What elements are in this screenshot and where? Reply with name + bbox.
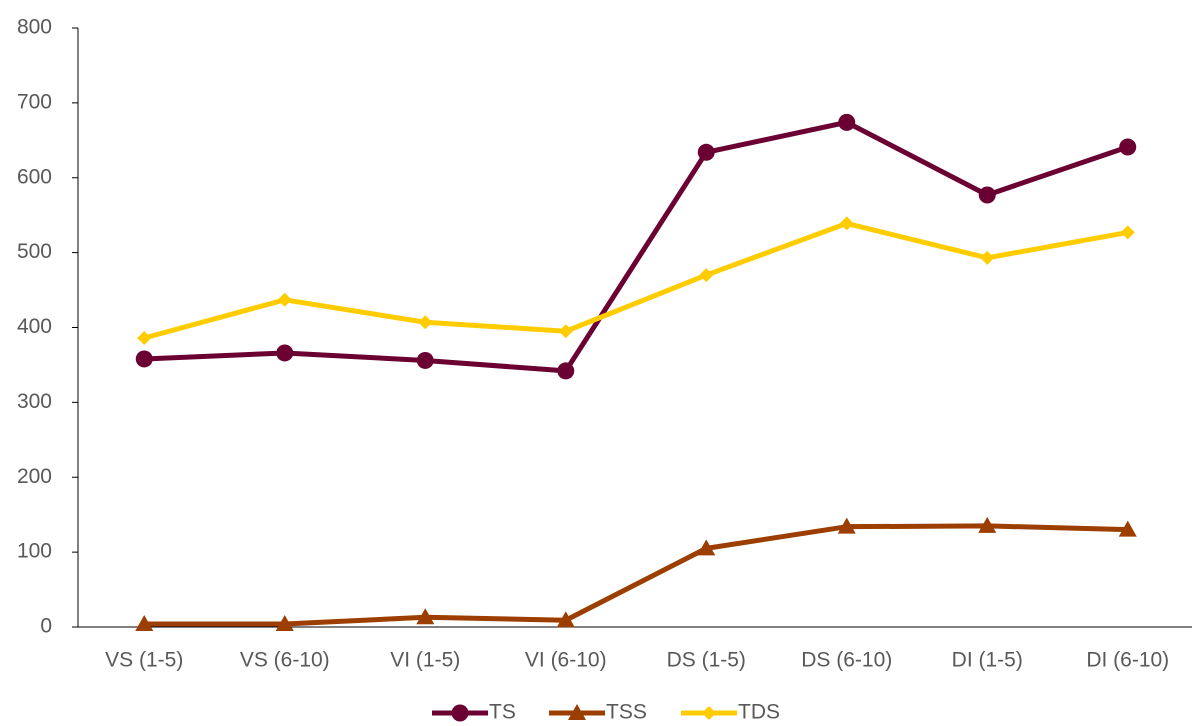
data-point: [416, 608, 435, 625]
x-tick-label: VS (6-10): [240, 649, 330, 672]
y-tick-label: 500: [17, 240, 52, 263]
y-tick-label: 300: [17, 390, 52, 413]
series-line: [144, 119, 1129, 374]
x-tick-label: VI (1-5): [390, 649, 460, 672]
legend-label: TDS: [738, 701, 780, 724]
legend-marker: [702, 706, 716, 720]
y-tick-label: 0: [40, 615, 52, 638]
data-point: [838, 113, 856, 131]
x-tick-label: DS (6-10): [801, 649, 892, 672]
data-point: [137, 330, 152, 345]
series-line: [144, 523, 1128, 627]
data-point: [556, 611, 575, 628]
series-line: [143, 220, 1129, 341]
y-tick-label: 100: [17, 540, 52, 563]
data-point: [557, 362, 575, 380]
data-point: [978, 186, 996, 204]
legend-marker: [451, 704, 469, 722]
legend-label: TS: [489, 701, 516, 724]
x-tick-label: DS (1-5): [667, 649, 746, 672]
y-tick-label: 800: [17, 16, 52, 39]
x-tick-label: VI (6-10): [525, 649, 607, 672]
data-point: [135, 350, 153, 368]
data-point: [558, 324, 573, 339]
y-tick-label: 600: [17, 165, 52, 188]
data-point: [697, 539, 716, 556]
y-tick-label: 200: [17, 465, 52, 488]
y-tick-label: 400: [17, 315, 52, 338]
data-point: [1118, 520, 1137, 537]
data-point: [135, 615, 154, 632]
data-point: [418, 315, 433, 330]
x-tick-label: DI (6-10): [1086, 649, 1169, 672]
data-point: [980, 250, 995, 265]
data-point: [697, 143, 715, 161]
data-point: [1119, 138, 1137, 156]
data-point: [416, 351, 434, 369]
data-point: [275, 615, 294, 632]
legend-label: TSS: [606, 701, 647, 724]
legend-marker: [568, 704, 586, 720]
x-tick-label: DI (1-5): [952, 649, 1023, 672]
data-point: [276, 344, 294, 362]
data-point: [978, 516, 997, 533]
data-point: [1120, 225, 1135, 240]
data-point: [839, 216, 854, 231]
data-point: [699, 268, 714, 283]
x-tick-label: VS (1-5): [105, 649, 183, 672]
y-tick-label: 700: [17, 90, 52, 113]
data-point: [277, 292, 292, 307]
data-point: [837, 517, 856, 534]
